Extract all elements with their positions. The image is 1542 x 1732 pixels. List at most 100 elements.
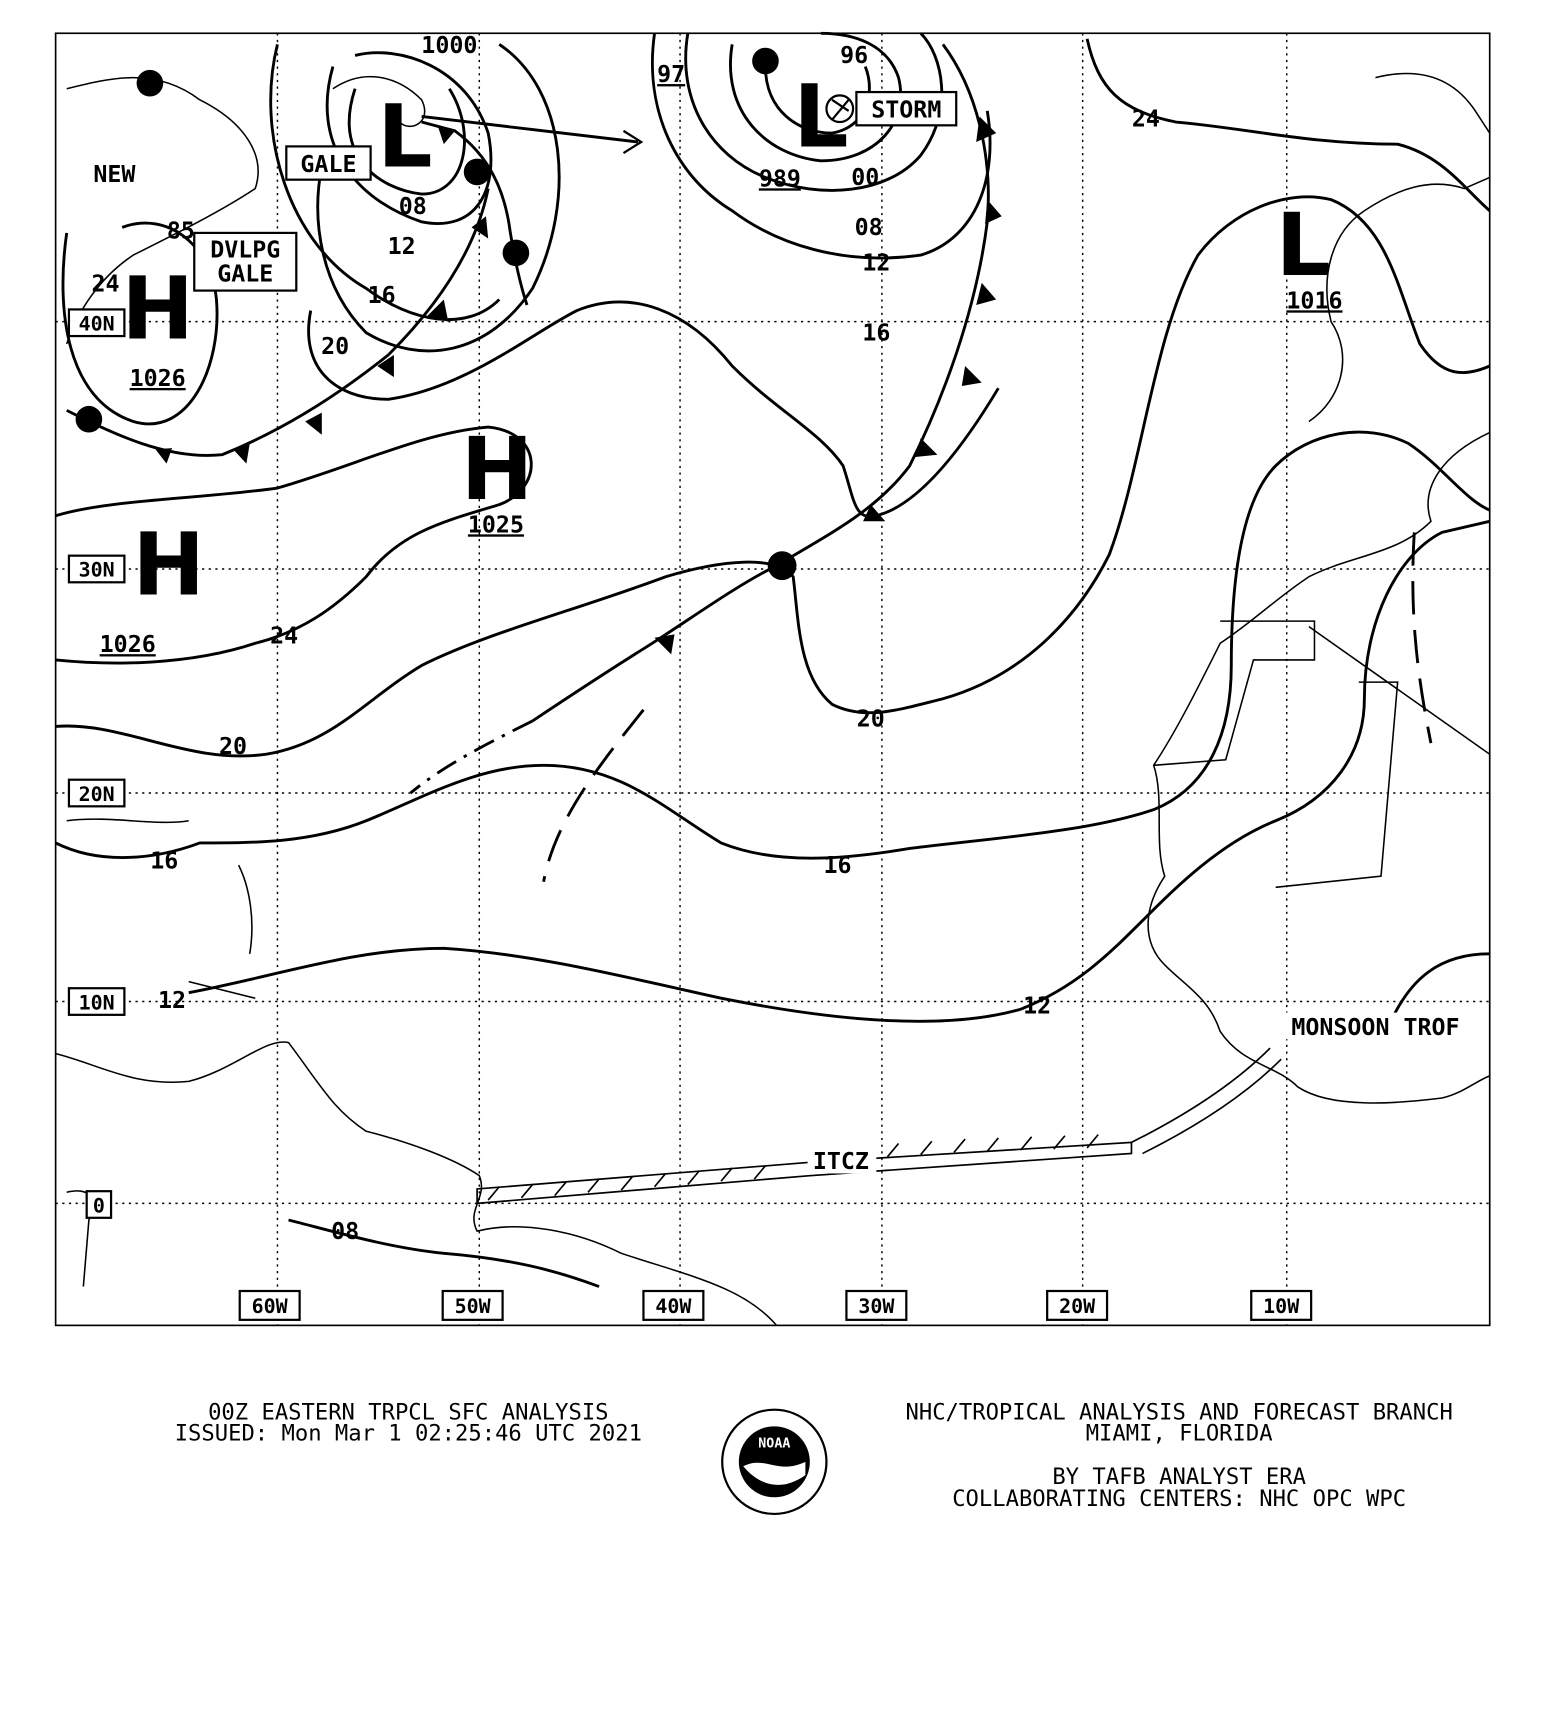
longitudes: 40W — [655, 1294, 692, 1318]
monsoon-backdrop — [1266, 1012, 1487, 1040]
center-letter: L — [377, 87, 432, 187]
isobar-labels: 00 — [851, 164, 879, 191]
center-letter: H — [121, 259, 193, 359]
monsoon-label: MONSOON TROF — [1291, 1014, 1459, 1041]
box-shape — [642, 1289, 705, 1321]
isobar-labels: 16 — [824, 852, 852, 879]
dvlpg-gale-box — [193, 231, 298, 292]
latitudes: 10N — [79, 990, 115, 1014]
isobar-labels: 12 — [1023, 993, 1051, 1020]
path-shape — [487, 1134, 1099, 1201]
latitudes: 20N — [79, 782, 115, 806]
isobar-labels: 24 — [1132, 105, 1160, 132]
coast-shape — [1153, 620, 1316, 767]
front-shape — [542, 708, 645, 883]
polygon-shape — [155, 448, 173, 464]
center-letter: H — [461, 420, 533, 520]
isobar-labels: 16 — [150, 847, 178, 874]
polygon-shape — [471, 216, 489, 239]
center-pressure: 1026 — [130, 365, 186, 392]
longitudes: 20W — [1059, 1294, 1096, 1318]
box-shape — [67, 554, 126, 584]
box-shape — [67, 987, 126, 1016]
isobar-labels: 24 — [92, 271, 120, 298]
front-shape — [1411, 532, 1433, 744]
coast-shape — [1375, 72, 1491, 134]
front-shape — [409, 719, 534, 795]
box-shape — [1046, 1289, 1109, 1321]
coast-shape — [1147, 431, 1491, 1104]
latitudes: 40N — [79, 312, 115, 336]
map-frame — [54, 32, 1491, 1327]
storm-box — [855, 90, 958, 127]
circle-shape — [463, 158, 491, 186]
isobar-labels: 85 — [167, 217, 195, 244]
polygon-shape — [427, 299, 449, 322]
footer-analyst: BY TAFB ANALYST ERA — [1052, 1464, 1306, 1490]
center-pressure: 1016 — [1286, 287, 1342, 314]
front-shape — [421, 115, 639, 144]
latitudes: 30N — [79, 558, 115, 582]
longitudes: 50W — [455, 1294, 492, 1318]
isob-shape — [55, 195, 1491, 758]
region-label: NEW — [93, 161, 136, 188]
circle-shape — [75, 405, 103, 433]
circle-shape — [136, 69, 164, 97]
isob-shape — [61, 221, 219, 426]
footer-issued: ISSUED: Mon Mar 1 02:25:46 UTC 2021 — [175, 1421, 642, 1447]
coastlines — [55, 72, 1491, 1326]
latitudes: 0 — [93, 1193, 105, 1217]
coast-shape — [1308, 626, 1491, 755]
gale-box — [285, 145, 372, 181]
isobar-labels: 20 — [219, 733, 247, 760]
footer-location: MIAMI, FLORIDA — [1086, 1421, 1273, 1447]
polygon-shape — [233, 443, 250, 464]
isobar-labels: 20 — [857, 705, 885, 732]
isob-shape — [55, 425, 533, 665]
path-shape — [1131, 1047, 1282, 1155]
box-shape — [845, 1289, 908, 1321]
longitudes: 10W — [1263, 1294, 1300, 1318]
isob-shape — [347, 87, 466, 196]
coast-shape — [66, 818, 256, 999]
coast-shape — [332, 75, 426, 128]
polygon-shape — [976, 282, 997, 306]
footer-centers: COLLABORATING CENTERS: NHC OPC WPC — [952, 1486, 1406, 1512]
polygon-shape — [961, 366, 982, 386]
center-letter: L — [1276, 196, 1331, 296]
path-shape — [622, 129, 644, 154]
isobar-labels: 1000 — [421, 32, 477, 59]
isobar-labels: 1000 97 96 00 08 12 16 24 08 12 16 20 24… — [92, 32, 1160, 1245]
isobar-labels: 12 — [158, 987, 186, 1014]
isobar-labels: 08 — [399, 193, 427, 220]
box-shape — [441, 1289, 504, 1321]
g-shape — [75, 47, 1002, 655]
box-shape — [85, 1190, 113, 1219]
polygon-shape — [976, 116, 997, 142]
box-shape — [67, 778, 126, 808]
grid — [55, 33, 1490, 1326]
isobar-labels: 16 — [862, 319, 890, 346]
coast-shape — [55, 1041, 778, 1326]
isobar-labels: 12 — [388, 233, 416, 260]
isob-shape — [188, 519, 1491, 1023]
polygon-shape — [654, 634, 675, 655]
dvlpg-label: DVLPG — [210, 236, 280, 263]
polygon-shape — [377, 354, 394, 378]
coast-shape — [1275, 681, 1399, 889]
polygon-shape — [985, 199, 1002, 225]
longitudes: 30W — [858, 1294, 895, 1318]
gale-label: GALE — [217, 261, 273, 288]
itcz-label: ITCZ — [813, 1148, 869, 1175]
isobar-labels: 24 — [270, 622, 298, 649]
polygon-shape — [915, 438, 938, 457]
center-pressure: 1025 — [468, 511, 524, 538]
latitude-labels: 40N 30N 20N 10N 0 — [67, 308, 126, 1219]
longitudes: 60W — [252, 1294, 289, 1318]
isob-shape — [269, 44, 501, 321]
isobar-labels: 96 — [840, 42, 868, 69]
gale-label: GALE — [300, 151, 356, 178]
isob-shape — [1085, 38, 1491, 212]
